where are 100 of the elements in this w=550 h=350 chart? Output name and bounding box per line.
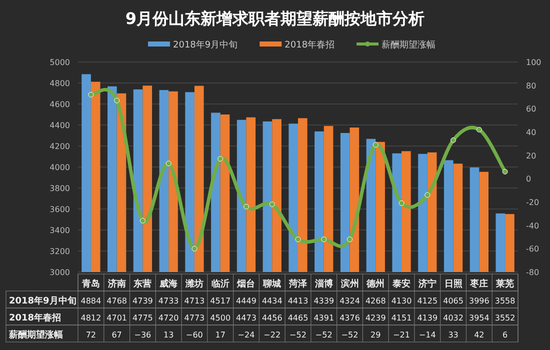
data-label: 4449 (236, 296, 256, 306)
data-label: 4701 (106, 314, 128, 322)
data-label: 4391 (314, 314, 334, 322)
y-tick-label: 4800 (50, 79, 70, 88)
point (295, 236, 301, 242)
x-tick-label: 枣庄 (469, 278, 488, 290)
point (218, 156, 224, 162)
point (347, 236, 353, 242)
data-label: 4413 (288, 296, 308, 306)
x-tick-label: 济南 (106, 278, 126, 290)
point (243, 204, 249, 210)
x-tick-label: 日照 (444, 278, 462, 290)
data-label: 4130 (391, 296, 412, 306)
data-label: 33 (448, 330, 458, 340)
data-label: 4473 (236, 314, 256, 322)
data-label: 3996 (468, 296, 490, 306)
y-tick-label: 4000 (50, 163, 70, 172)
chart-title: 9月份山东新增求职者期望薪酬按地市分析 (125, 9, 425, 28)
data-label: 6 (502, 330, 508, 340)
data-label: −60 (186, 330, 203, 340)
data-label: 4773 (184, 314, 205, 322)
data-label: 4465 (288, 314, 308, 322)
point (140, 218, 146, 224)
y2-tick-label: 40 (526, 128, 536, 137)
y2-tick-label: 20 (526, 151, 536, 160)
x-tick-label: 烟台 (236, 278, 256, 290)
data-label: 4739 (132, 296, 153, 306)
data-label: 4812 (80, 314, 102, 322)
data-label: 4775 (132, 314, 153, 322)
data-label: 4720 (158, 314, 179, 322)
data-label: 4517 (210, 296, 231, 306)
x-tick-label: 菏泽 (288, 278, 308, 290)
point (450, 137, 456, 143)
y2-tick-label: 80 (526, 81, 536, 90)
data-label: 67 (112, 330, 122, 340)
y-tick-label: 3400 (50, 226, 70, 235)
data-table: 青岛 济南 东营 威海 潍坊 临沂 烟台 聊城 菏泽 淄博 滨州 德州 泰安 济宁 日照 枣庄 莱芜 2018年9月中旬 4884 4768 4739 4733 4713 4517 4449 4434 4413 4339 4324 4268 4130 4125 4065 3996 3558 2018年春招 4812 4701 4775 4720 4773 4500 4473 4456 4465 4391 4376 4239 4151 4139 4032 3954 3552 薪酬期望涨幅 72 67 −36 13 −60 17 −24 −22 −52 −52 −52 29 −21 −14 33 42 6 (6, 274, 518, 342)
y-tick-label: 4600 (50, 100, 70, 109)
data-label: 4065 (443, 296, 464, 306)
data-label: 4713 (184, 296, 205, 306)
y-tick-label: 4200 (50, 142, 70, 151)
x-tick-label: 滨州 (340, 278, 359, 290)
y-tick-label: 3800 (50, 184, 70, 193)
data-label: 4268 (365, 296, 386, 306)
point (476, 126, 482, 132)
data-label: 3552 (494, 314, 516, 322)
point (321, 236, 327, 242)
point (502, 168, 508, 174)
x-tick-label: 威海 (158, 278, 178, 290)
y2-tick-label: -60 (526, 244, 540, 254)
y2-tick-label: 100 (526, 58, 542, 67)
y2-tick-label: -20 (526, 198, 540, 207)
x-tick-label: 淄博 (314, 278, 333, 290)
data-label: 29 (370, 330, 381, 340)
legend-label: 薪酬期望涨幅 (382, 40, 436, 50)
x-tick-label: 德州 (366, 278, 385, 290)
x-tick-label: 泰安 (392, 278, 411, 290)
data-label: −52 (341, 330, 358, 340)
data-label: −24 (238, 330, 255, 340)
data-label: 4239 (365, 314, 386, 322)
x-tick-label: 潍坊 (184, 278, 204, 290)
data-label: −36 (134, 330, 152, 340)
data-label: 42 (474, 330, 484, 340)
x-tick-label: 莱芜 (495, 278, 514, 290)
point (88, 92, 94, 98)
point (398, 200, 404, 206)
y2-tick-label: 0 (526, 174, 532, 184)
x-tick-label: 青岛 (80, 278, 100, 290)
point (114, 98, 120, 104)
data-label: 4500 (210, 314, 231, 322)
data-label: 72 (86, 330, 96, 340)
y2-tick-label: -40 (526, 221, 540, 230)
point (166, 160, 172, 166)
x-tick-label: 聊城 (262, 278, 282, 290)
y2-tick-label: 60 (526, 104, 536, 114)
y-tick-label: 3200 (50, 247, 70, 256)
y-tick-label: 5000 (50, 58, 70, 67)
point (269, 202, 275, 208)
data-label: 4032 (443, 314, 464, 322)
data-label: 4125 (417, 296, 438, 306)
point (424, 192, 430, 198)
data-label: −22 (264, 330, 281, 340)
data-label: 4456 (262, 314, 282, 322)
data-label: 3954 (468, 314, 490, 322)
data-label: 4324 (340, 296, 360, 306)
data-label: −52 (315, 330, 332, 340)
data-label: 4151 (391, 314, 412, 322)
data-label: 4434 (262, 296, 282, 306)
x-tick-label: 济宁 (417, 278, 436, 290)
data-label: 4139 (417, 314, 438, 322)
data-label: −14 (418, 330, 436, 340)
y-tick-label: 3600 (50, 205, 70, 214)
x-tick-label: 东营 (132, 278, 152, 290)
x-tick-label: 临沂 (211, 278, 230, 290)
data-label: 3558 (494, 296, 516, 306)
legend-label: 2018年春招 (284, 40, 335, 50)
data-label: −21 (393, 330, 410, 340)
data-label: 4768 (106, 296, 128, 306)
data-label: 17 (215, 330, 226, 340)
y2-tick-label: -80 (526, 268, 540, 277)
